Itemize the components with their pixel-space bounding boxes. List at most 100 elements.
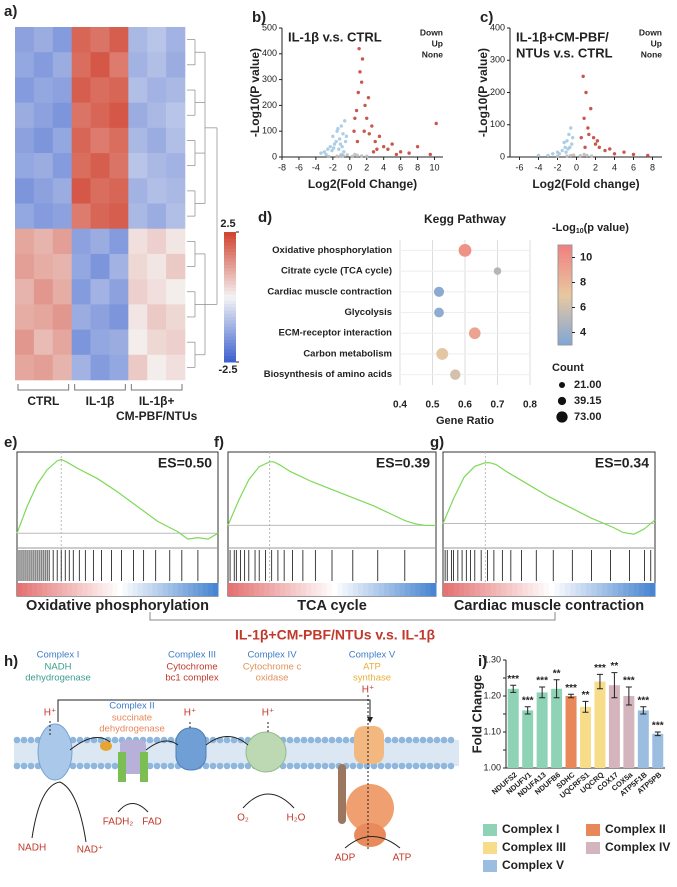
heatmap-cell (15, 127, 35, 154)
lipid-head (426, 736, 434, 744)
proton: H⁺ (44, 708, 57, 719)
lipid-head (230, 736, 238, 744)
heatmap-cell (71, 253, 91, 280)
lipid-head (447, 762, 455, 770)
heatmap-cell (166, 153, 186, 179)
rank-gradient (554, 583, 561, 596)
colorbar-label: 2.5 (220, 218, 235, 230)
lipid-head (321, 762, 329, 770)
point (375, 147, 379, 151)
rank-gradient (591, 583, 598, 596)
colorbar-step (224, 248, 236, 252)
rank-gradient (137, 583, 144, 596)
heatmap-cell (15, 329, 35, 356)
size-legend-label: 39.15 (574, 395, 602, 407)
significance: *** (507, 674, 519, 685)
y-tick-label: Biosynthesis of amino acids (264, 369, 392, 380)
heatmap-cell (128, 102, 148, 129)
lipid-head (363, 762, 371, 770)
colorbar-step (558, 335, 572, 338)
heatmap-cell (52, 102, 72, 129)
rank-gradient (77, 583, 83, 596)
point (360, 57, 365, 61)
rank-gradient (404, 583, 411, 596)
error-bar (568, 693, 575, 699)
lipid-head (314, 736, 322, 744)
panel-label: e) (4, 434, 17, 451)
heatmap-cell (147, 153, 167, 179)
point (415, 144, 420, 149)
colorbar-step (558, 260, 572, 263)
complex-name: oxidase (256, 673, 289, 684)
heatmap-cell (15, 178, 35, 204)
x-tick-label: 0.4 (393, 400, 407, 411)
heatmap-cell (109, 27, 129, 53)
complex-name: dehydrogenase (25, 673, 91, 684)
rank-gradient (243, 583, 250, 596)
rank-gradient (420, 583, 427, 596)
rank-gradient (602, 583, 608, 596)
heatmap-cell (147, 127, 167, 154)
error-bar (582, 700, 589, 713)
chart-title: Kegg Pathway (424, 212, 506, 226)
point (398, 150, 403, 154)
heatmap-cell (147, 52, 167, 78)
molecule: ATP (393, 853, 412, 864)
rank-gradient (378, 583, 385, 596)
complex-name: ATP (363, 662, 381, 673)
colorbar-step (224, 316, 236, 321)
rank-gradient (177, 583, 184, 596)
colorbar-step (224, 287, 236, 291)
rank-gradient (72, 583, 78, 596)
heatmap-cell (33, 77, 54, 103)
x-tick-label: 0.5 (426, 400, 440, 411)
chart-title: NTUs v.s. CTRL (516, 45, 613, 60)
lipid-head (405, 736, 413, 744)
heatmap-cell (15, 203, 35, 230)
size-legend-label: 21.00 (574, 379, 602, 391)
colorbar-step (224, 241, 236, 246)
lipid-head (160, 736, 168, 744)
lipid-head (146, 736, 154, 744)
colorbar-step (224, 349, 236, 353)
point (337, 147, 341, 151)
colorbar-step (558, 342, 572, 346)
legend-swatch (483, 842, 497, 854)
point (565, 139, 569, 143)
point (631, 152, 636, 157)
colorbar-step (558, 282, 572, 286)
colorbar-step (224, 245, 236, 249)
colorbar-step (224, 310, 236, 314)
colorbar-step (224, 280, 236, 285)
rank-gradient (57, 583, 63, 596)
point (386, 147, 390, 151)
significance: *** (536, 676, 548, 687)
lipid-head (90, 762, 98, 770)
colorbar-step (558, 302, 572, 306)
lipid-head (286, 762, 294, 770)
heatmap-cell (90, 27, 110, 53)
x-tick-label: -6 (515, 162, 523, 172)
y-tick-label: 1.20 (483, 690, 501, 700)
colorbar-step (558, 277, 572, 281)
y-axis-label: -Log10(P value) (476, 48, 490, 137)
lipid-head (20, 762, 28, 770)
x-tick-label: 4 (612, 162, 617, 172)
dot (436, 347, 449, 360)
rank-gradient (147, 583, 154, 596)
x-tick-label: 0.7 (491, 400, 505, 411)
legend-entry: Complex III (502, 840, 566, 854)
colorbar-step (224, 254, 236, 259)
point (353, 116, 357, 121)
group-bracket (74, 384, 126, 391)
rank-gradient (538, 583, 545, 596)
heatmap-cell (128, 178, 148, 204)
rank-gradient (633, 583, 640, 596)
y-tick-label: ECM-receptor interaction (279, 328, 393, 339)
colorbar-step (558, 337, 572, 341)
x-tick-label: -8 (278, 162, 286, 172)
x-tick-label: 10 (430, 162, 440, 172)
heatmap-cell (71, 304, 91, 330)
point (324, 152, 328, 157)
colorbar-step (558, 247, 572, 251)
